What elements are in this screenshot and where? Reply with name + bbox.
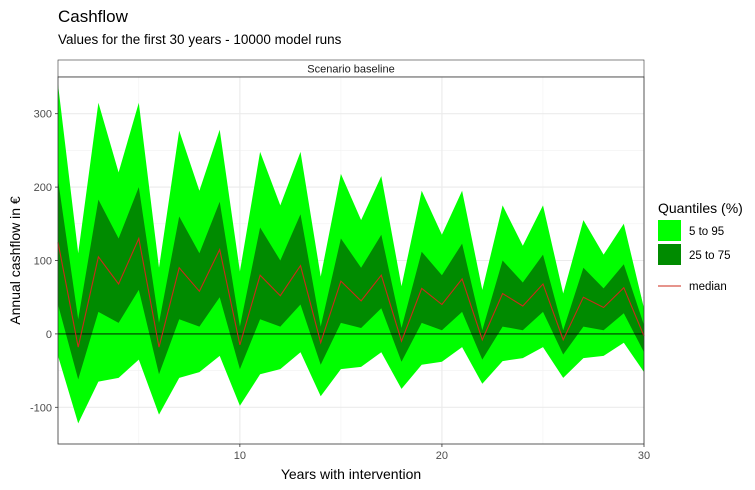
y-tick-label: 300 — [34, 109, 52, 121]
legend-key-5-95 — [658, 220, 681, 241]
x-tick-label: 30 — [638, 450, 650, 462]
y-tick-label: -100 — [30, 402, 52, 414]
x-axis: 10 20 30 — [234, 444, 650, 462]
y-axis: -100 0 100 200 300 — [30, 109, 58, 414]
legend-label-5-95: 5 to 95 — [689, 226, 724, 238]
y-axis-title: Annual cashflow in € — [7, 196, 23, 325]
legend-key-25-75 — [658, 244, 681, 265]
y-tick-label: 200 — [34, 182, 52, 194]
facet-label: Scenario baseline — [307, 64, 394, 76]
legend-title: Quantiles (%) — [658, 200, 743, 216]
chart-title: Cashflow — [58, 7, 128, 26]
y-tick-label: 0 — [46, 329, 52, 341]
band-25-to-75 — [58, 179, 644, 380]
legend-label-median: median — [689, 281, 727, 293]
quantile-bands — [58, 84, 644, 424]
y-tick-label: 100 — [34, 256, 52, 268]
median-line — [57, 236, 645, 348]
legend: Quantiles (%) 5 to 95 25 to 75 median — [658, 200, 743, 293]
x-tick-label: 20 — [436, 450, 448, 462]
legend-label-25-75: 25 to 75 — [689, 250, 731, 262]
x-tick-label: 10 — [234, 450, 246, 462]
x-axis-title: Years with intervention — [281, 466, 421, 482]
chart-subtitle: Values for the first 30 years - 10000 mo… — [58, 32, 342, 47]
